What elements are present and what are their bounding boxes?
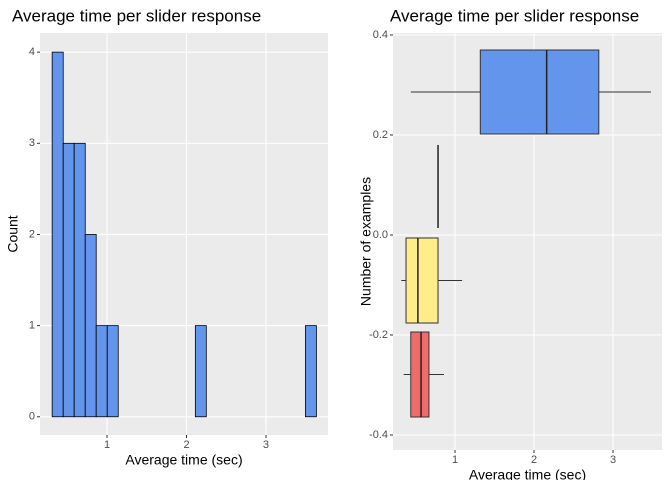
bar [106,325,119,418]
x-tick-label: 1 [104,439,110,451]
chart-title: Average time per slider response [390,6,639,25]
x-tick-label: 2 [183,439,189,451]
x-tick-label: 1 [452,454,458,466]
y-tick-label: -0.2 [369,329,388,341]
x-axis-label: Average time (sec) [469,467,586,480]
y-tick-label: 3 [29,137,35,149]
bar [73,142,86,418]
y-tick-label: 0.0 [373,229,388,241]
y-tick-label: 2 [29,228,35,240]
y-tick-label: 0 [29,411,35,423]
chart-title: Average time per slider response [12,6,261,25]
y-tick-label: 1 [29,320,35,332]
y-tick-label: 0.2 [373,129,388,141]
box [479,49,600,135]
x-tick-label: 3 [610,454,616,466]
y-axis-label: Number of examples [358,177,374,306]
y-tick-label: 4 [29,46,35,58]
y-axis-label: Count [5,215,21,252]
bar [84,234,97,418]
bar [194,325,207,418]
bar [51,51,64,418]
y-tick-label: -0.4 [369,429,388,441]
bar [95,325,108,418]
bar [62,142,75,418]
x-axis-label: Average time (sec) [125,452,242,468]
box [410,331,430,418]
y-tick-label: 0.4 [373,29,388,41]
x-tick-label: 2 [531,454,537,466]
bar [305,325,317,418]
x-tick-label: 3 [263,439,269,451]
box [405,237,439,324]
